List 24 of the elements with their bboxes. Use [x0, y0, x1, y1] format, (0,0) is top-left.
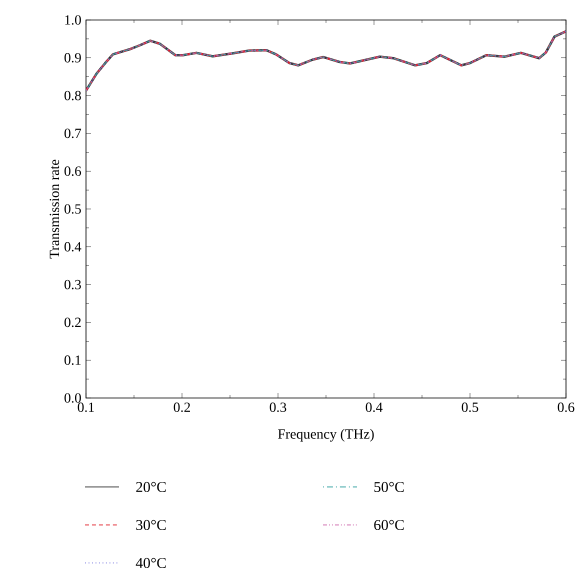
- x-tick-label: 0.5: [462, 402, 478, 412]
- y-axis-title: Transmission rate: [50, 160, 60, 258]
- y-tick-label: 0.3: [64, 280, 81, 290]
- legend-label: 50°C: [374, 482, 404, 492]
- y-tick-label: 0.8: [64, 90, 81, 100]
- y-tick-label: 0.6: [64, 166, 82, 176]
- y-tick-label: 0.1: [64, 355, 81, 365]
- x-tick-label: 0.6: [558, 402, 574, 412]
- y-tick-label: 0.9: [64, 53, 81, 63]
- legend-label: 30°C: [136, 520, 166, 530]
- x-tick-label: 0.1: [78, 402, 94, 412]
- y-tick-label: 0.2: [64, 318, 81, 328]
- y-tick-label: 0.5: [64, 204, 81, 214]
- x-tick-label: 0.2: [174, 402, 190, 412]
- x-tick-label: 0.3: [270, 402, 286, 412]
- x-tick-label: 0.4: [366, 402, 383, 412]
- legend-label: 60°C: [374, 520, 404, 530]
- legend-label: 20°C: [136, 482, 166, 492]
- y-tick-label: 0.4: [64, 242, 82, 252]
- y-tick-label: 0.0: [64, 393, 81, 403]
- legend-label: 40°C: [136, 558, 166, 568]
- x-axis-title: Frequency (THz): [278, 428, 374, 442]
- y-tick-label: 1.0: [65, 15, 81, 25]
- y-tick-label: 0.7: [64, 128, 82, 138]
